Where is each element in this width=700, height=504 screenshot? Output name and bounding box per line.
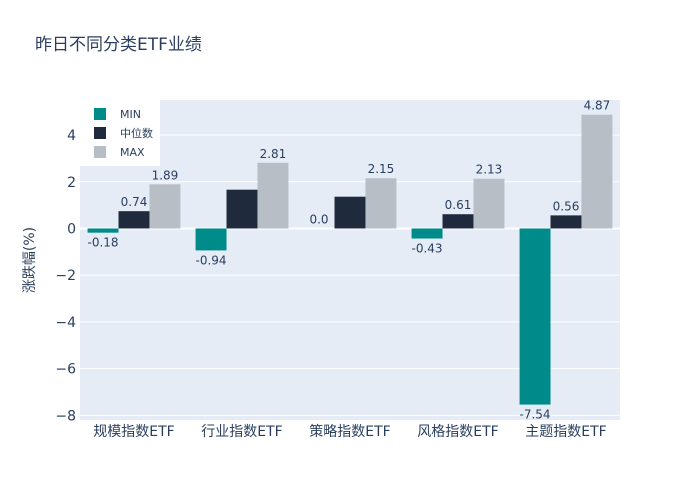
bar-MAX[interactable]: [149, 184, 180, 228]
x-tick-label: 行业指数ETF: [201, 424, 282, 440]
data-label: 2.13: [476, 163, 503, 177]
y-tick-label: −2: [55, 268, 76, 284]
bar-MIN[interactable]: [196, 228, 227, 250]
bar-中位数[interactable]: [443, 214, 474, 228]
legend-swatch[interactable]: [94, 146, 106, 158]
legend-swatch[interactable]: [94, 127, 106, 139]
data-label: 0.61: [445, 198, 472, 212]
y-tick-label: −8: [55, 408, 76, 424]
x-tick-label: 主题指数ETF: [525, 424, 606, 440]
y-tick-label: 2: [67, 175, 76, 191]
legend-label[interactable]: 中位数: [120, 126, 153, 140]
data-label: -0.18: [88, 236, 119, 250]
bar-中位数[interactable]: [551, 215, 582, 228]
data-label: -0.94: [196, 253, 227, 267]
legend-label[interactable]: MIN: [120, 108, 141, 121]
data-label: 0.56: [553, 199, 580, 213]
bar-MAX[interactable]: [581, 115, 612, 229]
y-tick-label: 4: [67, 128, 76, 144]
data-label: 1.89: [152, 168, 179, 182]
bar-MIN[interactable]: [520, 228, 551, 404]
y-tick-label: −6: [55, 362, 76, 378]
y-axis-title: 涨跌幅(%): [22, 227, 38, 293]
legend-label[interactable]: MAX: [120, 146, 145, 159]
chart-title: 昨日不同分类ETF业绩: [35, 35, 202, 55]
data-label: 0.74: [121, 195, 148, 209]
x-tick-label: 规模指数ETF: [93, 424, 174, 440]
legend-swatch[interactable]: [94, 108, 106, 120]
bar-MIN[interactable]: [412, 228, 443, 238]
bar-中位数[interactable]: [227, 190, 258, 229]
bar-MIN[interactable]: [88, 228, 119, 232]
data-label: -7.54: [520, 408, 551, 422]
bar-MAX[interactable]: [473, 179, 504, 229]
x-ticks: 规模指数ETF 行业指数ETF 策略指数ETF 风格指数ETF 主题指数ETF: [93, 423, 606, 440]
y-ticks: −8 −6 −4 −2 0 2 4: [55, 128, 76, 424]
data-label: -0.43: [412, 242, 443, 256]
bar-MAX[interactable]: [365, 178, 396, 228]
data-label: 0.0: [309, 212, 328, 226]
y-tick-label: −4: [55, 315, 76, 331]
x-tick-label: 风格指数ETF: [417, 424, 498, 440]
x-tick-label: 策略指数ETF: [309, 423, 390, 440]
data-label: 2.15: [368, 162, 395, 176]
y-tick-label: 0: [67, 221, 76, 237]
bar-中位数[interactable]: [335, 197, 366, 229]
data-label: 4.87: [584, 99, 611, 113]
bar-MAX[interactable]: [257, 163, 288, 229]
legend[interactable]: MIN 中位数 MAX: [80, 100, 160, 166]
bar-中位数[interactable]: [119, 211, 150, 228]
data-label: 2.81: [260, 147, 287, 161]
